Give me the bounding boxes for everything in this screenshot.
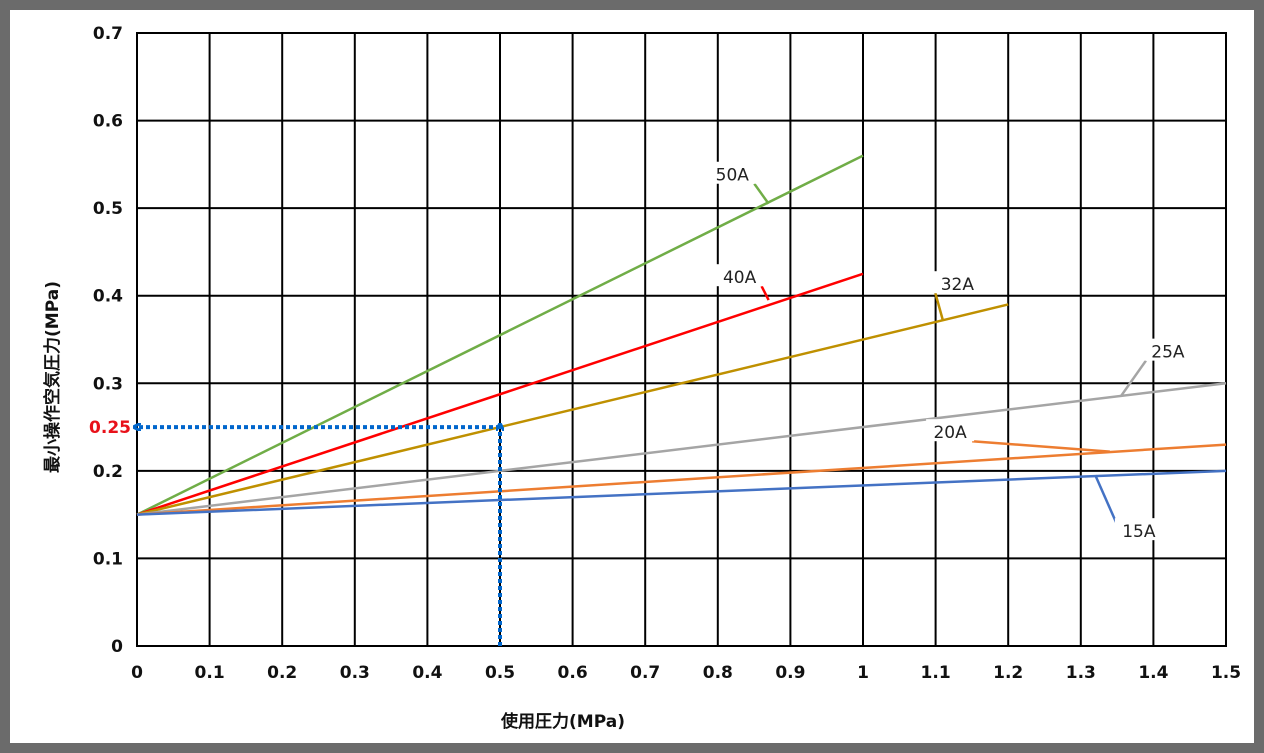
series-labels: 50A 40A 32A 25A 20A 15A: [708, 161, 1192, 542]
series-line-25A: [136, 382, 1227, 516]
value-label: 0.25: [89, 418, 131, 438]
series-lines: [136, 154, 1227, 516]
series-label-bg: [715, 264, 764, 287]
x-tick-label: 1.3: [1066, 663, 1096, 683]
y-tick-label: 0.6: [93, 112, 123, 132]
series-label-bg: [926, 419, 975, 442]
series-label-bg: [1114, 518, 1163, 541]
x-axis-title: 使用圧力(MPa): [500, 711, 625, 732]
series-line-32A: [136, 303, 1009, 516]
x-tick-label: 0.7: [630, 663, 660, 683]
series-label-bg: [933, 271, 982, 294]
series-label-15A: 15A: [1122, 522, 1156, 542]
tick-labels: 0 0.1 0.2 0.3 0.4 0.5 0.6 0.7 0.8 0.9 1 1.1 1.2 1.3 1.…: [93, 24, 1241, 683]
series-label-20A: 20A: [933, 423, 967, 443]
plot-area: [136, 32, 1227, 647]
x-tick-label: 0.3: [340, 663, 370, 683]
leader-line-40A: [760, 285, 770, 301]
leader-line-32A: [934, 292, 945, 321]
chart-frame: 0.25 50A 40A 32A 25A 20A 15A 0 0.1 0.2 0.3 0.4 0.5…: [10, 10, 1254, 743]
annotations: 0.25: [89, 418, 500, 646]
series-line-15A: [136, 469, 1227, 516]
grid: [136, 32, 1227, 647]
series-label-32A: 32A: [941, 275, 975, 295]
x-tick-label: 0: [131, 663, 143, 683]
series-label-40A: 40A: [723, 268, 757, 288]
series-line-40A: [136, 272, 864, 516]
x-tick-label: 1: [857, 663, 869, 683]
leader-line-25A: [1119, 359, 1147, 398]
x-tick-label: 1.5: [1211, 663, 1241, 683]
y-tick-label: 0.3: [93, 374, 123, 394]
series-label-bg: [1143, 338, 1192, 361]
x-tick-label: 1.4: [1138, 663, 1168, 683]
x-tick-label: 0.1: [195, 663, 225, 683]
x-tick-label: 0.8: [703, 663, 733, 683]
y-tick-label: 0.2: [93, 462, 123, 482]
y-tick-label: 0.7: [93, 24, 123, 44]
y-tick-label: 0.4: [93, 287, 123, 307]
y-tick-label: 0: [111, 637, 123, 657]
series-label-bg: [708, 161, 757, 184]
x-tick-label: 0.6: [558, 663, 588, 683]
y-tick-label: 0.1: [93, 549, 123, 569]
leader-line-20A: [972, 439, 1110, 453]
x-tick-label: 1.2: [993, 663, 1023, 683]
leader-line-50A: [753, 183, 770, 205]
series-line-20A: [136, 443, 1227, 516]
x-tick-label: 0.4: [412, 663, 442, 683]
series-label-50A: 50A: [716, 166, 750, 186]
x-tick-label: 0.5: [485, 663, 515, 683]
y-axis-title: 最小操作空気圧力(MPa): [42, 281, 63, 473]
x-tick-label: 0.2: [267, 663, 297, 683]
leader-line-15A: [1094, 474, 1119, 525]
y-tick-label: 0.5: [93, 199, 123, 219]
x-tick-label: 1.1: [921, 663, 951, 683]
x-tick-label: 0.9: [775, 663, 805, 683]
line-chart: 0.25 50A 40A 32A 25A 20A 15A 0 0.1 0.2 0.3 0.4 0.5…: [42, 24, 1241, 732]
series-line-50A: [136, 154, 864, 516]
series-label-25A: 25A: [1151, 343, 1185, 363]
